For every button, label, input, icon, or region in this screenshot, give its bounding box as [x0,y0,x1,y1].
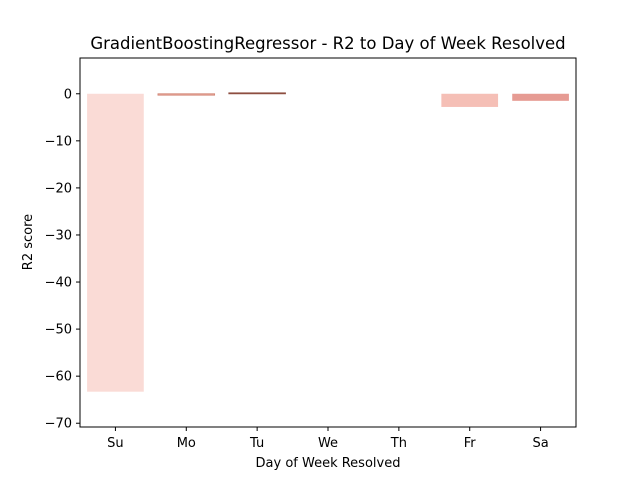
bar-mo [157,93,216,96]
y-tick-label: −60 [45,370,72,385]
x-axis-label: Day of Week Resolved [256,456,401,471]
bars [87,92,569,392]
bar-fr [441,93,499,107]
bar-th [370,93,428,95]
y-tick-label: −40 [45,276,72,291]
y-tick-label: −20 [45,181,72,196]
x-tick-label-fr: Fr [464,436,477,451]
x-tick-label-we: We [318,436,338,451]
bar-su [87,93,144,392]
x-tick-label-sa: Sa [532,436,548,451]
y-axis: 0 −10 −20 −30 −40 −50 −60 −70 [45,87,80,432]
y-tick-label: 0 [64,87,72,102]
bar-sa [512,93,569,101]
x-tick-label-su: Su [107,436,124,451]
y-tick-label: −50 [45,323,72,338]
bar-tu [228,92,286,95]
chart-title: GradientBoostingRegressor - R2 to Day of… [90,34,565,53]
plot-frame [79,57,577,428]
x-tick-label-th: Th [390,436,407,451]
y-axis-label: R2 score [21,214,36,270]
bar-we [299,93,357,95]
x-axis: Su Mo Tu We Th Fr Sa [107,427,549,451]
x-tick-label-tu: Tu [249,436,264,451]
x-tick-label-mo: Mo [177,436,196,451]
y-tick-label: −70 [45,417,72,432]
y-tick-label: −10 [45,134,72,149]
y-tick-label: −30 [45,228,72,243]
